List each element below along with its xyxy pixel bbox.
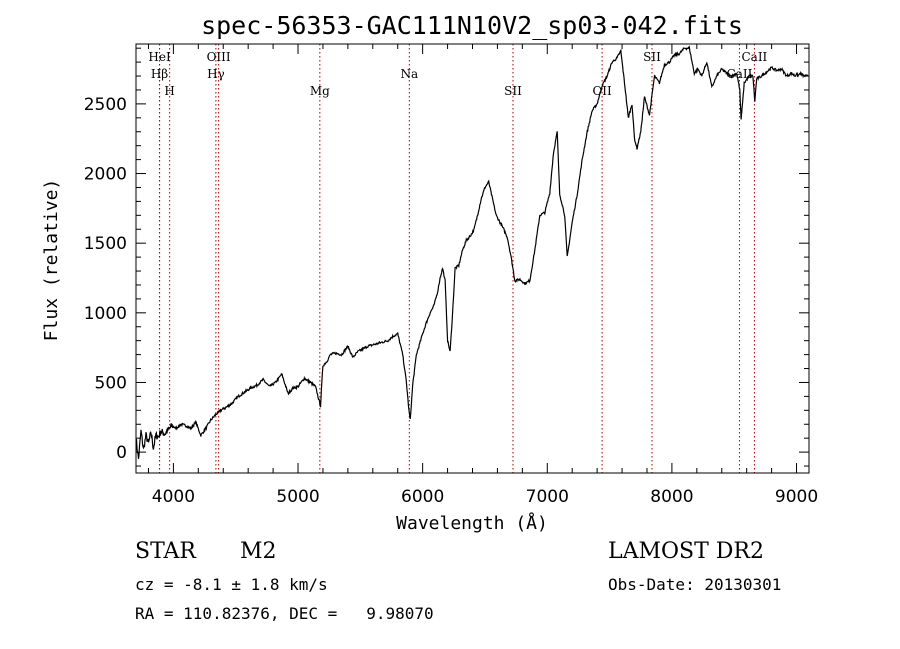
y-axis-label: Flux (relative) [41, 179, 62, 342]
redshift-readout: cz = -8.1 ± 1.8 km/s [135, 575, 328, 594]
line-label-9: SII [643, 50, 661, 64]
x-tick-label-2: 6000 [401, 487, 444, 507]
line-label-10: CaII [727, 67, 753, 81]
x-tick-label-3: 7000 [526, 487, 569, 507]
plot-frame [135, 43, 810, 474]
x-tick-label-5: 9000 [775, 487, 818, 507]
x-axis-label: Wavelength (Å) [396, 512, 548, 534]
y-tick-label-0: 0 [116, 443, 127, 463]
axis-tick-labels: 4000 5000 6000 7000 8000 9000 0 500 1000 1500 2000… [84, 95, 818, 507]
survey-name: LAMOST DR2 [608, 539, 764, 564]
y-tick-label-1: 500 [95, 373, 127, 393]
x-tick-label-4: 8000 [650, 487, 693, 507]
y-tick-label-3: 1500 [84, 234, 127, 254]
x-tick-label-1: 5000 [276, 487, 319, 507]
line-label-6: Na [400, 67, 418, 81]
line-label-3: Hγ [207, 67, 225, 81]
chart-title: spec-56353-GAC111N10V2_sp03-042.fits [201, 11, 743, 40]
y-tick-label-4: 2000 [84, 165, 127, 185]
coordinates-readout: RA = 110.82376, DEC = 9.98070 [135, 604, 434, 623]
line-label-4: OIII [207, 50, 231, 64]
axis-ticks [136, 44, 809, 473]
object-subclass: M2 [240, 539, 277, 564]
line-label-11: CaII [741, 50, 767, 64]
line-label-7: SII [504, 84, 522, 98]
line-label-5: Mg [310, 84, 330, 98]
x-tick-label-0: 4000 [152, 487, 195, 507]
line-label-2: H [164, 84, 174, 98]
line-label-1: Hβ [151, 67, 168, 81]
line-label-8: OII [592, 84, 612, 98]
y-tick-label-2: 1000 [84, 304, 127, 324]
object-class: STAR [135, 539, 196, 564]
y-tick-label-5: 2500 [84, 95, 127, 115]
spectrum-line [135, 45, 809, 459]
observation-date: Obs-Date: 20130301 [608, 575, 782, 594]
